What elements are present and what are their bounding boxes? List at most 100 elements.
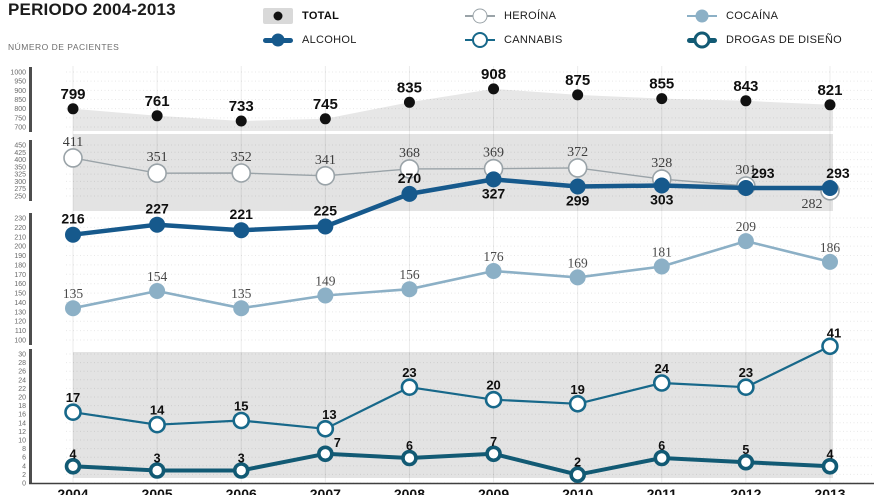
y-tick-label: 150: [14, 291, 26, 298]
total-value-label: 835: [397, 79, 422, 96]
x-axis-label: 2010: [562, 486, 593, 495]
y-tick-label: 750: [14, 115, 26, 122]
alcohol-value-label: 327: [482, 185, 506, 201]
total-value-label: 875: [565, 72, 590, 89]
total-point: [403, 96, 415, 108]
cannabis-value-label: 13: [322, 407, 336, 422]
y-tick-label: 275: [14, 186, 26, 193]
heroina-value-label: 351: [147, 150, 168, 165]
alcohol-point: [233, 222, 250, 239]
y-axis-bar: [29, 67, 32, 132]
y-tick-label: 12: [18, 429, 26, 436]
total-value-label: 843: [733, 78, 758, 95]
alcohol-value-label: 221: [230, 206, 254, 222]
total-swatch-icon: [263, 7, 293, 25]
total-value-label: 821: [817, 82, 842, 99]
total-value-label: 733: [229, 98, 254, 115]
y-tick-label: 450: [14, 143, 26, 150]
cocaina-line: [72, 239, 831, 310]
x-axis-label: 2007: [310, 486, 341, 495]
y-tick-label: 190: [14, 253, 26, 260]
drogas-line: [72, 451, 831, 477]
total-value-label: 908: [481, 66, 506, 83]
cannabis-value-label: 23: [402, 365, 416, 380]
y-tick-label: 14: [18, 420, 26, 427]
cannabis-value-label: 19: [570, 382, 584, 397]
drogas-value-label: 3: [154, 452, 161, 466]
y-tick-label: 180: [14, 262, 26, 269]
y-tick-label: 0: [22, 481, 26, 488]
total-point: [151, 110, 163, 122]
drogas-value-label: 6: [406, 439, 413, 453]
x-axis-label: 2004: [57, 486, 88, 495]
cannabis-value-label: 20: [486, 378, 500, 393]
cocaina-value-label: 156: [399, 267, 420, 282]
drogas-point: [653, 449, 671, 467]
drogas-point: [737, 453, 755, 471]
heroina-value-label: 328: [651, 156, 672, 171]
y-tick-label: 170: [14, 272, 26, 279]
drogas-value-label: 6: [658, 439, 665, 453]
x-axis-label: 2013: [814, 486, 845, 495]
drogas-point: [317, 445, 334, 463]
x-axis-label: 2011: [647, 486, 678, 495]
heroina-value-label: 369: [483, 146, 504, 161]
cannabis-point: [400, 378, 419, 397]
y-tick-label: 6: [22, 455, 26, 462]
alcohol-value-label: 216: [61, 211, 85, 227]
cannabis-point: [652, 374, 671, 392]
cocaina-point: [317, 287, 334, 304]
heroina-line: [72, 157, 831, 192]
cocaina-point: [821, 253, 838, 270]
y-tick-label: 250: [14, 194, 26, 201]
total-point: [740, 95, 752, 107]
legend-item-alcohol: ALCOHOL: [263, 31, 357, 49]
y-tick-label: 350: [14, 164, 26, 171]
y-tick-label: 400: [14, 157, 26, 164]
cocaina-point: [653, 258, 670, 275]
legend-item-heroina: HEROÍNA: [465, 7, 556, 25]
alcohol-point: [737, 180, 754, 196]
x-axis-label: 2009: [478, 486, 509, 495]
total-value-label: 855: [649, 76, 674, 93]
cocaina-point: [149, 283, 166, 299]
cocaina-value-label: 186: [820, 240, 841, 255]
alcohol-value-label: 293: [751, 165, 775, 181]
heroina-point: [63, 148, 83, 168]
legend-item-drogas: DROGAS DE DISEÑO: [687, 31, 842, 49]
heroina-point: [567, 158, 588, 178]
legend-label-cannabis: CANNABIS: [504, 34, 563, 46]
legend-label-heroina: HEROÍNA: [504, 10, 557, 22]
drogas-value-label: 7: [334, 436, 341, 450]
y-tick-label: 800: [14, 106, 26, 113]
y-axis-bar: [29, 140, 32, 201]
heroina-value-label: 372: [567, 145, 588, 160]
x-axis-label: 2008: [394, 486, 425, 495]
cocaina-value-label: 181: [652, 245, 672, 260]
alcohol-line: [72, 177, 830, 237]
y-axis-title: NÚMERO DE PACIENTES: [8, 42, 120, 52]
cocaina-value-label: 169: [568, 255, 589, 270]
alcohol-point: [149, 216, 166, 233]
y-tick-label: 18: [18, 403, 26, 410]
drogas-swatch-icon: [687, 31, 717, 49]
y-tick-label: 425: [14, 150, 26, 157]
heroina-value-label: 352: [231, 150, 252, 165]
total-point: [319, 113, 331, 125]
cocaina-point: [65, 300, 81, 317]
legend-item-total: TOTAL: [263, 7, 339, 25]
alcohol-point: [653, 177, 670, 194]
y-tick-label: 220: [14, 225, 26, 232]
legend-label-drogas: DROGAS DE DISEÑO: [726, 34, 843, 46]
drogas-value-label: 4: [827, 447, 834, 461]
y-tick-label: 200: [14, 244, 26, 251]
y-tick-label: 1000: [10, 70, 26, 77]
heroina-point: [231, 163, 252, 183]
cocaina-value-label: 209: [736, 219, 757, 234]
cocaina-value-label: 176: [483, 249, 504, 264]
alcohol-point: [401, 185, 418, 202]
y-tick-label: 140: [14, 300, 26, 307]
total-point: [656, 93, 668, 105]
x-axis-label: 2005: [142, 486, 173, 495]
